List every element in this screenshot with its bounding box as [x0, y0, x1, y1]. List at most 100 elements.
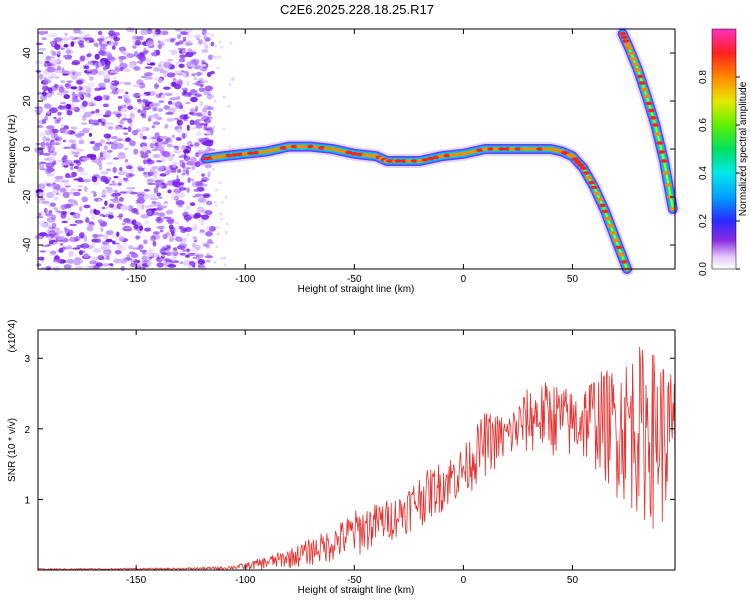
noise-speckle [161, 39, 165, 43]
noise-speckle [144, 205, 153, 208]
noise-speckle [98, 87, 106, 90]
noise-speckle [167, 165, 171, 172]
noise-speckle [99, 43, 108, 47]
noise-speckle [37, 183, 46, 190]
noise-speckle [166, 112, 175, 115]
noise-speckle [83, 111, 92, 118]
noise-speckle [143, 193, 149, 200]
x-tick-label: -150 [126, 575, 146, 586]
noise-speckle [76, 219, 81, 224]
noise-speckle [125, 98, 131, 104]
noise-speckle [112, 166, 117, 174]
secondary-frequency-trace-peak [625, 46, 633, 50]
noise-speckle [49, 202, 56, 207]
main-frequency-trace-peak [568, 154, 576, 158]
noise-speckle [150, 203, 156, 208]
noise-speckle [137, 167, 145, 172]
secondary-frequency-trace-peak [632, 62, 640, 67]
main-frequency-trace-peak [416, 159, 424, 163]
noise-speckle [189, 119, 195, 126]
noise-speckle [180, 186, 185, 190]
noise-speckle [136, 246, 143, 250]
noise-speckle [200, 214, 210, 220]
main-frequency-trace-peak [498, 147, 506, 151]
noise-speckle [58, 86, 65, 93]
y-tick-label: 20 [22, 95, 33, 107]
noise-speckle [189, 108, 197, 113]
noise-speckle [50, 250, 57, 255]
colorbar-gradient [711, 28, 737, 270]
noise-speckle [131, 92, 139, 98]
noise-speckle [77, 185, 84, 188]
main-frequency-trace-peak [219, 154, 227, 158]
noise-speckle [94, 53, 100, 60]
noise-speckle [182, 36, 187, 41]
noise-speckle [191, 58, 200, 65]
main-frequency-trace-peak [334, 148, 342, 152]
noise-speckle [51, 151, 57, 156]
main-frequency-trace-peak [525, 147, 533, 151]
noise-speckle [123, 132, 129, 136]
noise-speckle [137, 165, 143, 172]
noise-speckle [102, 240, 107, 246]
noise-speckle [65, 175, 72, 179]
noise-speckle [47, 62, 53, 67]
noise-speckle [97, 156, 103, 162]
noise-speckle [49, 145, 56, 152]
noise-speckle [125, 91, 129, 95]
noise-speckle [213, 200, 217, 204]
noise-speckle [50, 49, 54, 54]
noise-speckle [191, 180, 196, 188]
noise-speckle [186, 205, 190, 210]
noise-speckle [152, 231, 160, 235]
noise-speckle [163, 200, 168, 205]
main-frequency-trace-peak [427, 156, 435, 161]
noise-speckle [36, 215, 44, 219]
noise-speckle [168, 49, 172, 52]
secondary-frequency-trace-peak [658, 150, 666, 154]
noise-speckle [38, 47, 47, 51]
main-frequency-trace-peak [350, 152, 358, 156]
noise-speckle [95, 95, 103, 102]
main-frequency-trace-peak [585, 176, 593, 180]
noise-speckle [74, 257, 82, 262]
noise-speckle [140, 28, 149, 36]
noise-speckle [71, 61, 80, 66]
noise-speckle [131, 106, 138, 111]
noise-speckle [81, 157, 90, 161]
noise-speckle [158, 212, 165, 218]
noise-speckle [51, 227, 61, 231]
noise-speckle [155, 93, 161, 98]
noise-speckle [158, 100, 165, 103]
noise-speckle [116, 111, 122, 114]
noise-speckle [195, 64, 200, 68]
secondary-frequency-trace-peak [622, 39, 630, 43]
noise-speckle [74, 133, 81, 137]
noise-speckle [46, 92, 53, 98]
noise-speckle [150, 211, 160, 216]
noise-speckle [72, 247, 81, 250]
noise-speckle [194, 93, 202, 98]
noise-speckle [38, 73, 44, 80]
noise-speckle [50, 214, 57, 220]
noise-speckle [58, 230, 64, 235]
noise-speckle [159, 135, 169, 140]
main-frequency-trace-peak [476, 148, 484, 152]
noise-speckle [152, 154, 161, 159]
main-frequency-trace-peak [329, 147, 337, 151]
noise-speckle [195, 80, 201, 87]
noise-speckle [116, 215, 123, 218]
noise-speckle [206, 116, 213, 119]
noise-speckle [141, 103, 146, 109]
noise-speckle [166, 138, 172, 142]
noise-speckle [76, 166, 83, 169]
noise-speckle [160, 156, 167, 163]
noise-speckle [91, 241, 96, 246]
noise-speckle [39, 191, 46, 197]
noise-speckle [107, 125, 114, 130]
noise-speckle [41, 118, 47, 124]
noise-speckle [34, 60, 44, 65]
noise-speckle [105, 255, 110, 261]
noise-speckle [211, 95, 215, 99]
noise-speckle [126, 254, 131, 260]
